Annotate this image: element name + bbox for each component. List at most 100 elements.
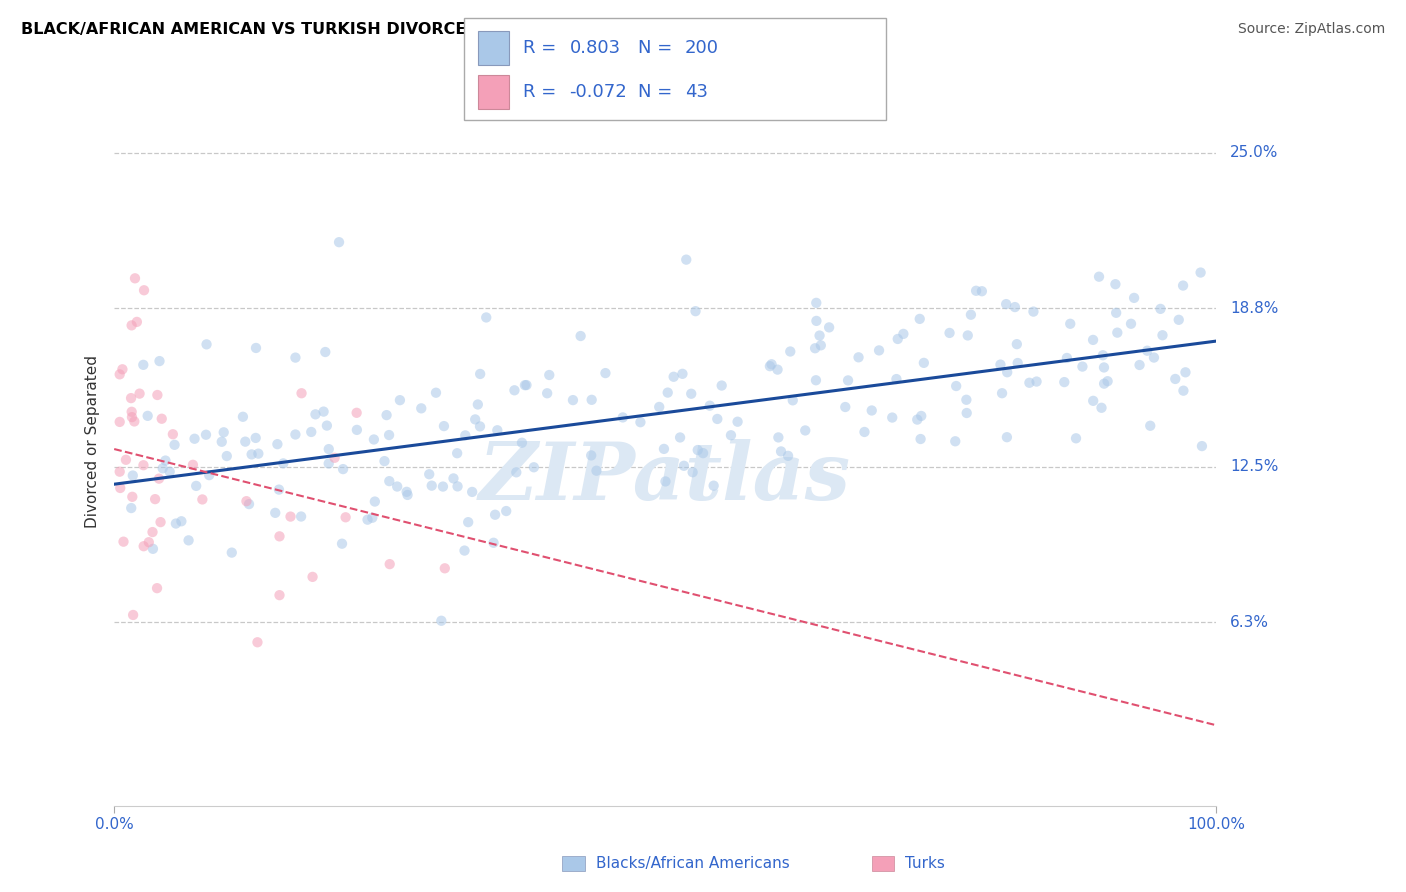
Point xyxy=(1059,317,1081,331)
Point xyxy=(212,425,235,440)
Point xyxy=(461,484,484,499)
Point xyxy=(806,296,828,310)
Point xyxy=(141,524,163,539)
Point xyxy=(170,514,193,528)
Point xyxy=(505,466,527,480)
Point xyxy=(233,434,256,449)
Point xyxy=(1005,337,1028,351)
Text: ZIPatlas: ZIPatlas xyxy=(479,439,851,516)
Point xyxy=(778,449,800,463)
Point xyxy=(908,312,931,326)
Point xyxy=(388,393,411,408)
Point xyxy=(269,529,291,543)
Point xyxy=(1081,333,1104,347)
Point xyxy=(328,235,350,250)
Point xyxy=(108,415,131,429)
Point xyxy=(585,464,607,478)
Point xyxy=(124,414,146,428)
Point xyxy=(323,450,346,465)
Point xyxy=(1173,384,1195,398)
Point xyxy=(115,452,138,467)
Point xyxy=(782,393,804,408)
Point xyxy=(905,412,928,426)
Point xyxy=(149,515,172,529)
Point xyxy=(1071,359,1094,374)
Point xyxy=(177,533,200,548)
Text: 18.8%: 18.8% xyxy=(1230,301,1278,316)
Text: 0.803: 0.803 xyxy=(569,39,620,57)
Point xyxy=(1025,375,1047,389)
Point xyxy=(246,635,269,649)
Point xyxy=(1167,313,1189,327)
Point xyxy=(464,412,486,426)
Point xyxy=(569,329,592,343)
Point xyxy=(995,297,1018,311)
Point xyxy=(446,446,468,460)
Point xyxy=(375,408,398,422)
Point xyxy=(318,442,340,456)
Point xyxy=(152,461,174,475)
Text: 25.0%: 25.0% xyxy=(1230,145,1278,161)
Point xyxy=(1123,291,1146,305)
Point xyxy=(886,372,908,386)
Point xyxy=(965,284,987,298)
Point xyxy=(211,434,233,449)
Point xyxy=(1164,372,1187,386)
Point xyxy=(1022,304,1045,318)
Point xyxy=(121,405,143,419)
Point xyxy=(536,386,558,401)
Point xyxy=(956,328,979,343)
Text: 6.3%: 6.3% xyxy=(1230,615,1270,630)
Point xyxy=(837,373,859,387)
Point xyxy=(710,378,733,392)
Point xyxy=(956,406,979,420)
Point xyxy=(794,424,817,438)
Point xyxy=(910,409,932,423)
Point xyxy=(395,484,418,499)
Point xyxy=(433,561,456,575)
Point xyxy=(1107,326,1129,340)
Point xyxy=(378,428,401,442)
Point xyxy=(443,471,465,485)
Point xyxy=(648,400,671,414)
Point xyxy=(990,358,1012,372)
Point xyxy=(132,283,155,297)
Point xyxy=(146,388,169,402)
Point xyxy=(396,488,419,502)
Point xyxy=(938,326,960,340)
Point xyxy=(662,369,685,384)
Point xyxy=(136,409,159,423)
Point xyxy=(235,494,257,508)
Point xyxy=(186,479,208,493)
Point xyxy=(759,359,782,374)
Point xyxy=(121,318,143,333)
Point xyxy=(1053,375,1076,389)
Point xyxy=(612,410,634,425)
Point xyxy=(191,492,214,507)
Point xyxy=(1152,328,1174,343)
Point xyxy=(290,509,312,524)
Point xyxy=(761,357,783,371)
Point xyxy=(432,479,454,493)
Point xyxy=(1056,351,1078,365)
Point xyxy=(284,351,307,365)
Point xyxy=(1149,301,1171,316)
Point xyxy=(148,472,170,486)
Point xyxy=(562,393,585,408)
Point xyxy=(363,433,385,447)
Point xyxy=(960,308,983,322)
Point xyxy=(215,449,238,463)
Point xyxy=(411,401,433,416)
Point xyxy=(155,453,177,467)
Point xyxy=(264,506,287,520)
Text: Turks: Turks xyxy=(905,856,945,871)
Point xyxy=(108,368,131,382)
Text: 12.5%: 12.5% xyxy=(1230,459,1278,475)
Text: R =: R = xyxy=(523,83,557,101)
Point xyxy=(159,465,181,479)
Point xyxy=(538,368,561,382)
Text: Blacks/African Americans: Blacks/African Americans xyxy=(596,856,790,871)
Point xyxy=(1171,278,1194,293)
Point xyxy=(112,534,135,549)
Text: BLACK/AFRICAN AMERICAN VS TURKISH DIVORCED OR SEPARATED CORRELATION CHART: BLACK/AFRICAN AMERICAN VS TURKISH DIVORC… xyxy=(21,22,818,37)
